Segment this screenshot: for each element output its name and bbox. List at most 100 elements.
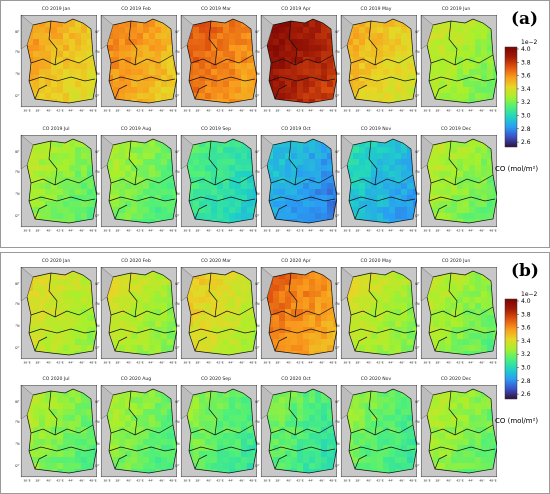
lon-tick-label: 48°E — [249, 479, 256, 483]
map-title: CO 2019 Nov — [360, 127, 392, 132]
lon-tick-label: 40° — [286, 479, 292, 483]
lat-tick-label: 36°N — [255, 170, 260, 174]
lat-tick-label: 36°N — [15, 170, 20, 174]
lat-tick-label: 32° — [335, 94, 340, 98]
map-title: CO 2019 Aug — [120, 127, 152, 132]
country-borders — [26, 388, 97, 474]
lat-tick-label: 34°N — [415, 192, 420, 196]
lon-tick-label: 46° — [79, 479, 85, 483]
lon-tick-label: 40° — [46, 109, 52, 113]
country-borders — [346, 138, 417, 224]
lon-tick-label: 36°E — [423, 479, 430, 483]
lat-tick-label: 38° — [15, 400, 20, 404]
lat-tick-label: 38° — [95, 30, 100, 34]
lon-tick-label: 38° — [115, 361, 121, 365]
country-borders — [186, 388, 257, 474]
lon-tick-label: 44° — [148, 109, 154, 113]
country-borders — [266, 138, 337, 224]
lat-tick-label: 36°N — [415, 50, 420, 54]
co-map: 38° 36°N 34°N 32° 36°E 38° 40° 42°E 44° 46° 48°E — [15, 385, 97, 483]
lon-tick-label: 48°E — [169, 361, 176, 365]
lat-tick-label: 34°N — [175, 72, 180, 76]
lat-tick-label: 34°N — [95, 72, 100, 76]
lon-tick-label: 46° — [159, 109, 165, 113]
lon-tick-label: 44° — [388, 229, 394, 233]
lon-tick-label: 40° — [126, 361, 132, 365]
country-borders — [266, 270, 337, 356]
lat-tick-label: 38° — [415, 150, 420, 154]
country-borders — [346, 270, 417, 356]
country-borders — [266, 18, 337, 104]
colorbar-tick-label: 3.2 — [521, 99, 531, 106]
map-title: CO 2020 Sep — [200, 377, 232, 382]
map-cell: CO 2020 Jan 38° 36°N 34°N 32° 36°E 38° 40° 42°E 4… — [15, 259, 97, 369]
colorbar-svg: 1e−24.0 3.8 3.6 3.4 3.2 3.0 2.8 2.6 — [504, 291, 538, 400]
lat-tick-label: 36°N — [175, 50, 180, 54]
lon-tick-label: 44° — [388, 361, 394, 365]
lon-tick-label: 36°E — [103, 479, 110, 483]
lat-tick-label: 36°N — [255, 302, 260, 306]
lat-tick-label: 38° — [15, 150, 20, 154]
lat-tick-label: 36°N — [95, 50, 100, 54]
co-map: 38° 36°N 34°N 32° 36°E 38° 40° 42°E 44° 46° 48°E — [415, 15, 497, 113]
lon-tick-label: 40° — [206, 479, 212, 483]
lat-tick-label: 34°N — [255, 324, 260, 328]
lon-tick-label: 36°E — [343, 229, 350, 233]
lat-tick-label: 36°N — [95, 420, 100, 424]
lat-tick-label: 38° — [335, 150, 340, 154]
lat-tick-label: 38° — [415, 400, 420, 404]
lat-tick-label: 38° — [175, 150, 180, 154]
lat-tick-label: 36°N — [335, 302, 340, 306]
lon-tick-label: 48°E — [409, 229, 416, 233]
lon-tick-label: 40° — [126, 479, 132, 483]
lon-tick-label: 44° — [228, 229, 234, 233]
co-map: 38° 36°N 34°N 32° 36°E 38° 40° 42°E 44° 46° 48°E — [255, 267, 337, 365]
lon-tick-label: 40° — [286, 229, 292, 233]
colorbar-svg: 1e−24.0 3.8 3.6 3.4 3.2 3.0 2.8 2.6 — [504, 39, 538, 148]
colorbar-gradient — [504, 298, 518, 400]
lon-tick-label: 42°E — [136, 109, 143, 113]
lon-tick-label: 38° — [355, 361, 361, 365]
lon-tick-label: 46° — [319, 479, 325, 483]
map-title: CO 2020 Jun — [441, 259, 471, 264]
map-title: CO 2020 Apr — [281, 259, 311, 264]
country-borders — [106, 138, 177, 224]
lat-tick-label: 32° — [255, 214, 260, 218]
co-map: 38° 36°N 34°N 32° 36°E 38° 40° 42°E 44° 46° 48°E — [335, 385, 417, 483]
lat-tick-label: 34°N — [175, 192, 180, 196]
lon-tick-label: 46° — [399, 361, 405, 365]
colorbar-tick-label: 3.6 — [521, 73, 531, 80]
lon-tick-label: 38° — [195, 229, 201, 233]
lon-tick-label: 42°E — [296, 479, 303, 483]
lon-tick-label: 48°E — [169, 479, 176, 483]
lon-tick-label: 36°E — [263, 361, 270, 365]
lat-tick-label: 34°N — [335, 442, 340, 446]
map-title: CO 2019 Jul — [42, 127, 70, 132]
co-map: 38° 36°N 34°N 32° 36°E 38° 40° 42°E 44° 46° 48°E — [95, 15, 177, 113]
lat-tick-label: 36°N — [175, 170, 180, 174]
lon-tick-label: 46° — [479, 109, 485, 113]
lon-tick-label: 46° — [399, 479, 405, 483]
lon-tick-label: 48°E — [89, 361, 96, 365]
lat-tick-label: 32° — [95, 94, 100, 98]
map-cell: CO 2020 Mar 38° 36°N 34°N 32° 36°E 38° 40° 42°E 4… — [175, 259, 257, 369]
lon-tick-label: 42°E — [216, 361, 223, 365]
co-map: 38° 36°N 34°N 32° 36°E 38° 40° 42°E 44° 46° 48°E — [335, 15, 417, 113]
lon-tick-label: 40° — [366, 479, 372, 483]
lat-tick-label: 36°N — [335, 170, 340, 174]
lon-tick-label: 46° — [479, 361, 485, 365]
lon-tick-label: 40° — [286, 109, 292, 113]
lon-tick-label: 48°E — [89, 479, 96, 483]
lat-tick-label: 32° — [415, 94, 420, 98]
lon-tick-label: 42°E — [56, 109, 63, 113]
country-borders — [106, 18, 177, 104]
map-title: CO 2020 Feb — [121, 259, 151, 264]
lon-tick-label: 46° — [319, 109, 325, 113]
lon-tick-label: 48°E — [409, 109, 416, 113]
lon-tick-label: 42°E — [296, 361, 303, 365]
lon-tick-label: 48°E — [169, 109, 176, 113]
lon-tick-label: 42°E — [456, 479, 463, 483]
lon-tick-label: 48°E — [409, 361, 416, 365]
lat-tick-label: 38° — [415, 30, 420, 34]
lat-tick-label: 34°N — [15, 324, 20, 328]
